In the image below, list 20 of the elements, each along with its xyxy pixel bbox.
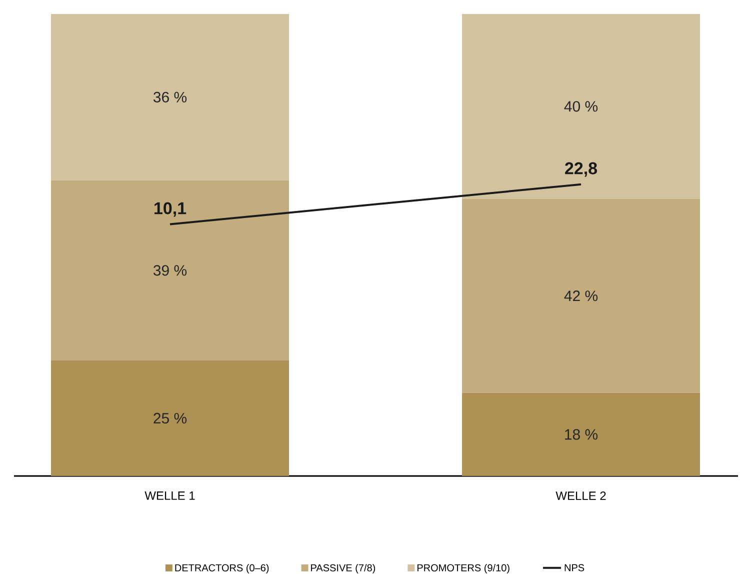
data-label: 10,1 — [154, 202, 186, 217]
bar — [51, 360, 290, 476]
data-label: 39 % — [153, 265, 187, 276]
data-label: 42 % — [564, 290, 598, 302]
legend-label: DETRACTORS (0–6) — [175, 564, 269, 574]
data-label: 40 % — [564, 101, 598, 112]
x-tick-label: WELLE 2 — [556, 492, 606, 500]
bar — [462, 198, 700, 393]
x-tick-label: WELLE 1 — [144, 492, 195, 500]
bar — [462, 14, 700, 199]
data-label: 36 % — [153, 92, 187, 102]
legend-label: PASSIVE (7/8) — [311, 564, 376, 574]
bar — [462, 392, 700, 476]
legend-label: NPS — [564, 564, 584, 572]
bar — [51, 180, 290, 360]
data-label: 22,8 — [565, 162, 598, 177]
legend-label: PROMOTERS (9/10) — [417, 564, 510, 574]
bar — [51, 14, 290, 180]
data-label: 18 % — [565, 429, 598, 440]
data-label: 25 % — [154, 412, 187, 424]
